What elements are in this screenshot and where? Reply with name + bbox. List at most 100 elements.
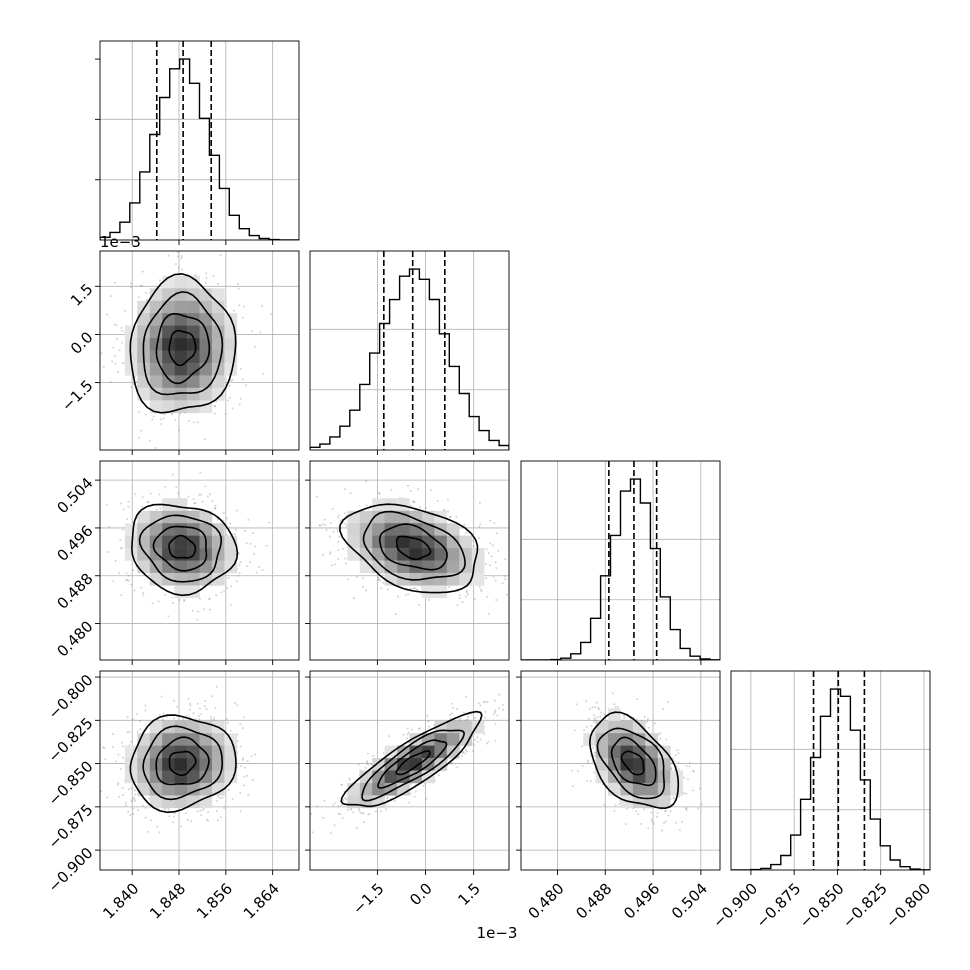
density-cell [620, 758, 634, 771]
scatter-point [140, 429, 143, 432]
density-cell [384, 770, 398, 784]
scatter-point [253, 345, 256, 348]
contour-2 [596, 727, 666, 800]
scatter-point [193, 502, 196, 505]
scatter-point [163, 413, 166, 416]
scatter-point [337, 514, 340, 517]
scatter-point [252, 532, 255, 534]
scatter-point [617, 706, 619, 708]
contour-0 [168, 329, 197, 367]
density-cell [397, 758, 410, 771]
density-cell [162, 375, 175, 389]
scatter-point [117, 371, 120, 374]
density-cell [446, 548, 460, 561]
scatter-point [185, 812, 188, 814]
scatter-point [467, 593, 470, 596]
scatter-point [112, 580, 115, 583]
scatter-point [236, 740, 239, 743]
scatter-point [664, 820, 667, 823]
scatter-point [119, 502, 122, 505]
scatter-point [146, 830, 149, 833]
scatter-point [365, 504, 368, 507]
scatter-point [365, 480, 368, 483]
scatter-point [344, 488, 346, 491]
scatter-point [328, 553, 331, 555]
scatter-point [502, 708, 505, 711]
scatter-point [127, 500, 130, 503]
scatter-point [589, 780, 592, 783]
scatter-point [492, 576, 495, 579]
scatter-point [130, 799, 133, 802]
scatter-point [173, 812, 176, 815]
scatter-point [104, 758, 107, 761]
scatter-point [144, 709, 147, 712]
density-cell [187, 300, 200, 314]
scatter-point [479, 588, 482, 591]
scatter-point [224, 413, 227, 416]
scatter-point [322, 816, 325, 819]
scatter-point [643, 715, 646, 718]
histogram-2 [521, 478, 720, 660]
density-cell [645, 782, 659, 796]
scatter-point [125, 578, 128, 581]
scatter-point [238, 403, 241, 406]
scatter-point [448, 586, 451, 588]
scatter-point [586, 725, 588, 728]
density-cell [149, 288, 163, 302]
scatter-point [462, 751, 465, 753]
scatter-point [243, 716, 246, 719]
scatter-point [100, 352, 103, 355]
scatter-point [341, 783, 344, 786]
contour-3 [588, 711, 680, 810]
density-cell [149, 387, 163, 401]
scatter-point [489, 519, 492, 522]
density-cell [199, 362, 213, 376]
scatter-point [251, 330, 254, 333]
density-cell [187, 770, 200, 784]
scatter-point [141, 505, 144, 508]
scatter-point [113, 323, 116, 326]
scatter-point [217, 282, 220, 285]
scatter-point [231, 407, 234, 410]
scatter-point [187, 495, 190, 498]
y-tick-label: 0.480 [53, 617, 96, 660]
scatter-point [130, 386, 133, 388]
scatter-point [111, 360, 114, 363]
panel-frame [99, 670, 300, 871]
density-cell [459, 572, 473, 586]
histogram-0 [100, 58, 299, 240]
scatter-point [669, 810, 672, 813]
scatter-point [382, 752, 385, 755]
scatter-point [157, 600, 160, 603]
scatter-point [352, 811, 355, 814]
panel-3-1: −1.5 0.0 1.5 [305, 670, 510, 918]
scatter-point [659, 737, 662, 740]
scatter-point [685, 807, 688, 810]
scatter-point [126, 731, 129, 734]
density-cell [149, 300, 163, 314]
density-cell [608, 708, 621, 722]
scatter-point [337, 516, 340, 519]
scatter-point [375, 810, 377, 813]
scatter-point [448, 714, 451, 716]
scatter-point [318, 524, 321, 527]
scatter-point [121, 330, 124, 332]
scatter-point [378, 492, 381, 495]
scatter-point [116, 337, 119, 340]
density-cell [174, 350, 188, 364]
density-cell [595, 758, 609, 771]
scatter-point [413, 586, 416, 589]
scatter-point [380, 810, 382, 813]
scatter-point [340, 783, 343, 786]
scatter-point [262, 372, 265, 375]
density-cell [174, 400, 188, 414]
scatter-point [337, 558, 340, 560]
scatter-point [486, 595, 488, 598]
scatter-point [178, 599, 181, 601]
density-cell [620, 782, 634, 796]
density-cell [446, 535, 460, 549]
density-cell [199, 758, 213, 771]
scatter-point [667, 701, 670, 703]
scatter-point [241, 316, 244, 319]
scatter-point [331, 507, 334, 510]
